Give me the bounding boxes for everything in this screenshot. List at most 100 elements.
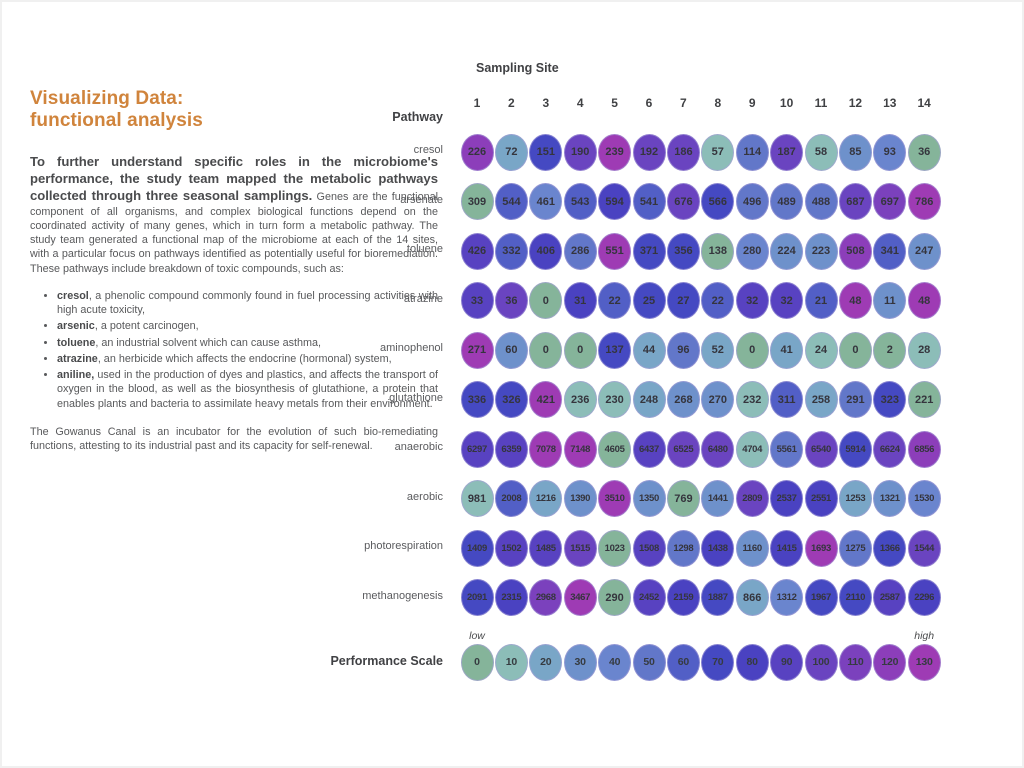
- cell-value: 4605: [604, 443, 625, 455]
- cell-value: 96: [677, 344, 690, 356]
- cell-value: 461: [536, 195, 555, 208]
- cell-value: 406: [536, 245, 555, 257]
- matrix-cell: 31: [563, 282, 597, 319]
- scale-circle: 60: [666, 643, 700, 681]
- bullet-text: , a phenolic compound commonly found in …: [57, 289, 438, 317]
- matrix-cell: 25: [632, 282, 666, 319]
- matrix-cell: 230: [598, 381, 632, 418]
- matrix-cell: 258: [804, 381, 838, 418]
- scale-circle: 40: [598, 643, 632, 681]
- matrix-cell: 981: [460, 480, 494, 517]
- matrix-cell: 6480: [701, 430, 735, 468]
- matrix-cell: 1390: [563, 480, 597, 517]
- matrix-cell: 2: [873, 331, 907, 369]
- compound-bullet-list: cresol, a phenolic compound commonly fou…: [30, 289, 438, 411]
- matrix-cell: 1366: [873, 529, 907, 567]
- closing-paragraph: The Gowanus Canal is an incubator for th…: [30, 425, 438, 453]
- matrix-cell: 371: [632, 232, 666, 270]
- matrix-cell: 1438: [701, 529, 735, 567]
- scale-circle: 70: [701, 643, 735, 681]
- matrix-cell: 36: [494, 282, 528, 319]
- matrix-cell: 187: [770, 133, 804, 171]
- cell-value: 1502: [501, 542, 522, 554]
- cell-value: 226: [467, 146, 487, 158]
- site-number: 4: [576, 96, 584, 110]
- matrix-cell: 239: [598, 133, 632, 171]
- matrix-cell: 594: [598, 183, 632, 220]
- cell-value: 543: [571, 195, 590, 208]
- cell-value: 224: [777, 245, 796, 257]
- pathway-row-label: atrazine: [403, 292, 443, 305]
- cell-value: 1366: [879, 542, 900, 554]
- cell-value: 2110: [845, 592, 866, 603]
- lead-bold-text: To further understand specific roles in …: [30, 153, 438, 204]
- cell-value: 1544: [914, 542, 935, 554]
- scale-value: 80: [746, 656, 758, 668]
- matrix-cell: 687: [838, 183, 872, 220]
- cell-value: 223: [811, 245, 831, 257]
- matrix-cell: 271: [460, 331, 494, 369]
- scale-circle: 110: [838, 643, 872, 681]
- matrix-cell: 1321: [873, 480, 907, 517]
- matrix-cell: 326: [494, 381, 528, 418]
- pathway-axis-label: Pathway: [392, 110, 443, 124]
- matrix-cell: 1502: [494, 529, 528, 567]
- cell-value: 1298: [673, 542, 694, 554]
- cell-value: 1508: [639, 542, 659, 554]
- matrix-cell: 2159: [666, 579, 700, 616]
- matrix-cell: 291: [838, 381, 872, 418]
- cell-value: 32: [780, 294, 793, 307]
- cell-value: 28: [918, 344, 931, 356]
- cell-value: 1887: [707, 592, 728, 603]
- bullet-item: toluene, an industrial solvent which can…: [57, 336, 438, 350]
- cell-value: 6437: [639, 443, 659, 455]
- matrix-cell: 336: [460, 381, 494, 418]
- cell-value: 496: [743, 195, 762, 208]
- cell-value: 232: [743, 393, 762, 406]
- cell-value: 566: [708, 195, 727, 208]
- cell-value: 33: [470, 294, 484, 307]
- matrix-cell: 7078: [529, 430, 563, 468]
- matrix-cell: 543: [563, 183, 597, 220]
- cell-value: 0: [852, 344, 859, 356]
- matrix-cell: 6297: [460, 430, 494, 468]
- matrix-cell: 6856: [907, 430, 941, 468]
- matrix-cell: 2809: [735, 480, 769, 517]
- scale-circle: 10: [494, 643, 528, 681]
- matrix-cell: 1409: [460, 529, 494, 567]
- scale-value: 90: [780, 656, 793, 668]
- cell-value: 32: [746, 294, 759, 307]
- cell-value: 6525: [673, 443, 694, 455]
- scale-value: 20: [540, 656, 552, 668]
- matrix-cell: 426: [460, 232, 494, 270]
- matrix-cell: 0: [529, 331, 563, 369]
- cell-value: 1321: [879, 493, 900, 504]
- scale-value: 60: [677, 656, 690, 668]
- matrix-cell: 48: [907, 282, 941, 319]
- matrix-cell: 1530: [907, 480, 941, 517]
- matrix-cell: 1415: [770, 529, 804, 567]
- matrix-cell: 7148: [563, 430, 597, 468]
- cell-value: 332: [502, 245, 521, 257]
- matrix-cell: 1693: [804, 529, 838, 567]
- cell-value: 36: [505, 294, 518, 307]
- scale-circle: 30: [563, 643, 597, 681]
- site-number: 5: [611, 96, 618, 110]
- scale-value: 110: [847, 656, 864, 668]
- matrix-cell: 541: [632, 183, 666, 220]
- cell-value: 236: [571, 393, 590, 406]
- cell-value: 489: [777, 195, 796, 208]
- cell-value: 697: [880, 195, 899, 208]
- site-number: 10: [779, 96, 794, 110]
- cell-value: 508: [846, 245, 865, 257]
- cell-value: 2452: [639, 592, 659, 603]
- scale-low-label: low: [469, 630, 485, 642]
- cell-value: 58: [814, 146, 828, 158]
- matrix-cell: 6624: [873, 430, 907, 468]
- matrix-cell: 223: [804, 232, 838, 270]
- bullet-item: atrazine, an herbicide which affects the…: [57, 352, 438, 366]
- lead-paragraph: To further understand specific roles in …: [30, 153, 438, 276]
- cell-value: 271: [467, 344, 487, 356]
- matrix-cell: 96: [666, 331, 700, 369]
- matrix-cell: 72: [494, 133, 528, 171]
